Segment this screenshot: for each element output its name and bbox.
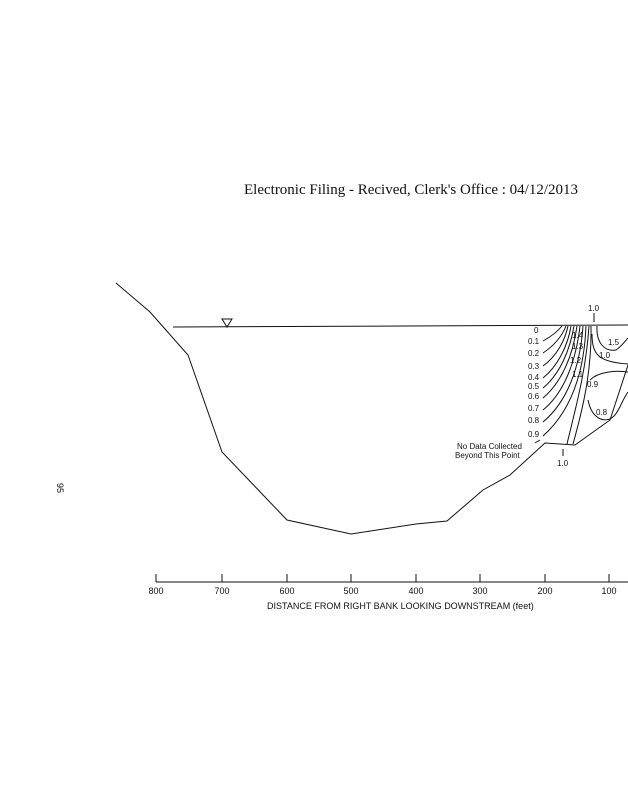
contour-label: 0.3 xyxy=(528,362,540,371)
contour-label: 1.0 xyxy=(588,304,600,313)
x-tick-label: 200 xyxy=(537,586,552,596)
contour-label: 0.8 xyxy=(528,416,540,425)
water-surface xyxy=(172,324,628,328)
channel-profile xyxy=(115,282,628,535)
annotation: Beyond This Point xyxy=(455,451,521,460)
x-ticks xyxy=(155,574,610,582)
x-tick-label: 100 xyxy=(601,586,616,596)
x-tick-label: 600 xyxy=(279,586,294,596)
x-tick-label: 800 xyxy=(148,586,163,596)
contour-label: 0.6 xyxy=(528,392,540,401)
x-tick-label: 400 xyxy=(408,586,423,596)
contour-label: 0 xyxy=(534,326,539,335)
x-tick-label: 700 xyxy=(214,586,229,596)
contour-label: 1.2 xyxy=(570,356,582,365)
contour-label: 0.9 xyxy=(528,430,540,439)
x-axis-label: DISTANCE FROM RIGHT BANK LOOKING DOWNSTR… xyxy=(267,601,534,611)
contours xyxy=(534,313,628,456)
contour-label: 0.1 xyxy=(528,337,540,346)
contour-label: 1.1 xyxy=(572,370,584,379)
contour-label: 1.5 xyxy=(608,338,620,347)
x-tick-label: 500 xyxy=(343,586,358,596)
contour-label: 0.5 xyxy=(528,382,540,391)
water-symbol xyxy=(221,318,233,328)
contour-label: 1.3 xyxy=(572,342,584,351)
contour-label: 1.0 xyxy=(599,351,611,360)
page-number: 95 xyxy=(55,483,65,493)
contour-label: 0.4 xyxy=(528,373,540,382)
header: Electronic Filing - Recived, Clerk's Off… xyxy=(244,182,578,198)
contour-label: 1.0 xyxy=(557,459,569,468)
x-tick-label: 300 xyxy=(472,586,487,596)
contour-labels: 0 0.1 0.2 0.3 0.4 0.5 0.6 0.7 0.8 0.9 1.… xyxy=(528,304,620,468)
contour-label: 0.7 xyxy=(528,404,540,413)
annotation: No Data Collected xyxy=(457,442,522,451)
contour-label: 1.4 xyxy=(572,331,584,340)
contour-label: 0.8 xyxy=(596,408,608,417)
contour-label: 0.2 xyxy=(528,349,540,358)
contour-label: 0.9 xyxy=(587,380,599,389)
